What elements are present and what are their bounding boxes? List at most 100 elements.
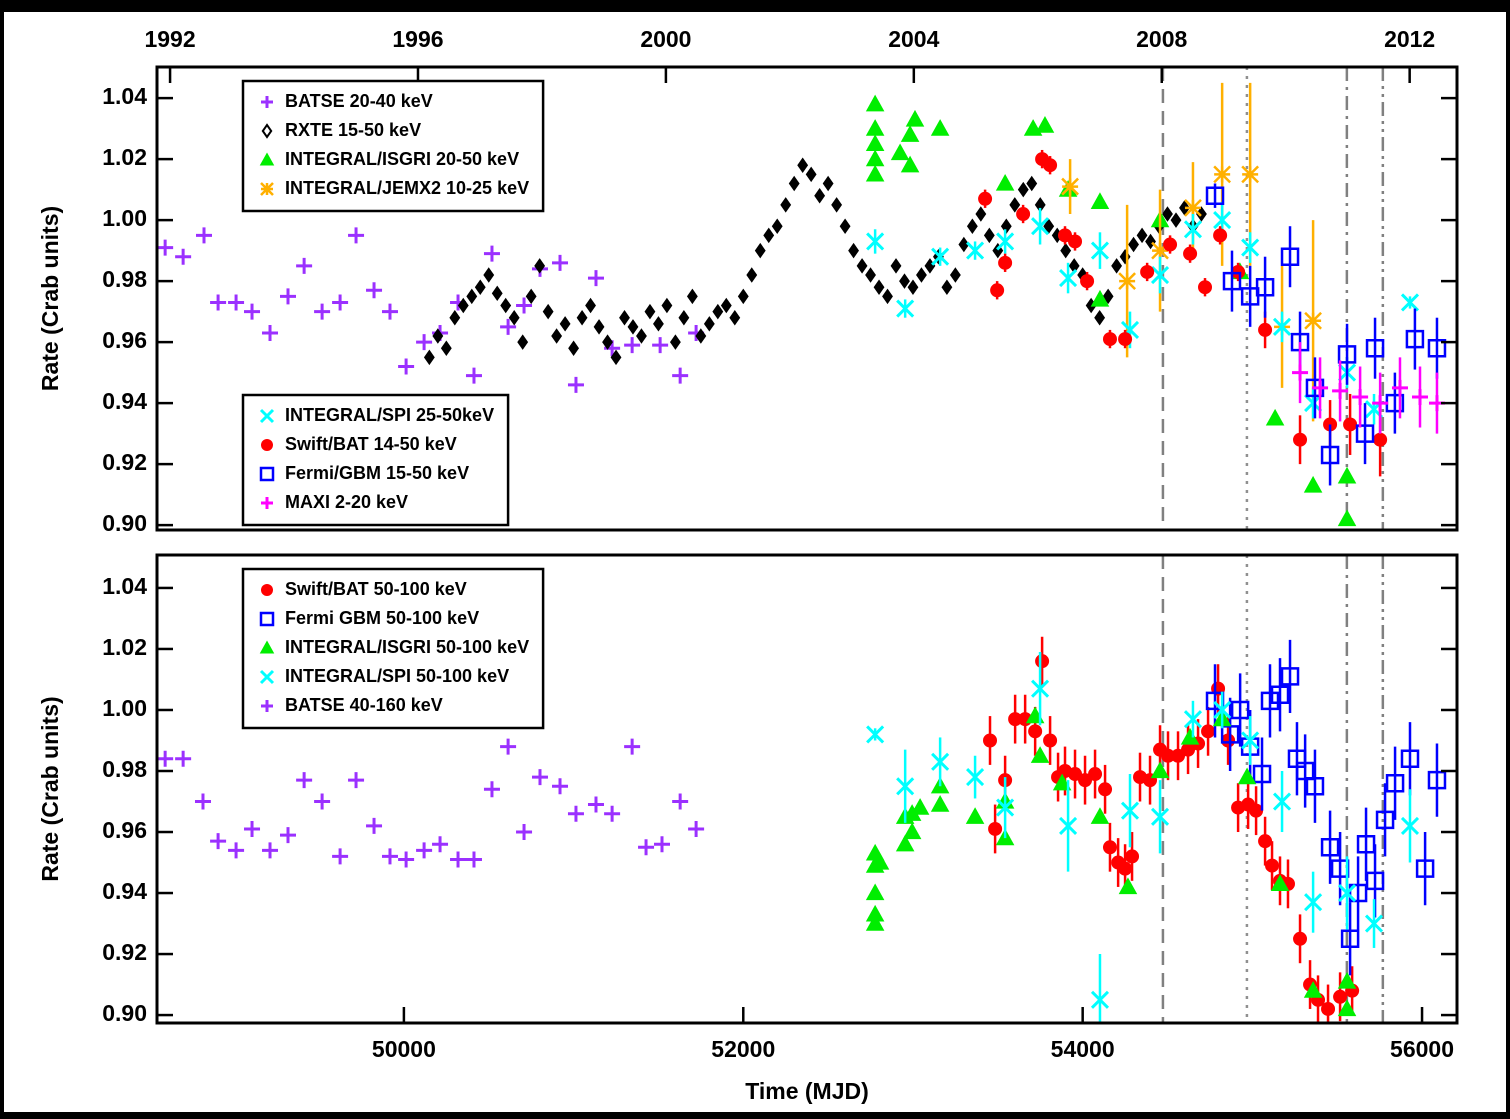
x-tick-label: 56000 (1390, 1036, 1454, 1062)
marker (542, 303, 554, 320)
marker (280, 288, 297, 305)
marker (831, 197, 843, 213)
marker (652, 337, 669, 354)
legend: INTEGRAL/SPI 25-50keV Swift/BAT 14-50 keV… (241, 393, 510, 527)
marker (517, 334, 529, 350)
marker (975, 206, 987, 222)
marker (1181, 742, 1196, 757)
marker (624, 738, 641, 755)
marker (1365, 338, 1385, 358)
marker (260, 182, 274, 196)
marker (1385, 393, 1405, 413)
marker (1222, 271, 1242, 291)
marker (1304, 311, 1322, 330)
marker (1151, 241, 1169, 260)
marker (587, 796, 604, 813)
marker (534, 258, 546, 274)
marker (1090, 192, 1110, 209)
marker (567, 805, 584, 822)
marker (1372, 395, 1389, 412)
marker (1205, 186, 1225, 205)
marker (780, 197, 792, 213)
legend-label: INTEGRAL/ISGRI 20-50 keV (285, 149, 519, 169)
marker (1332, 382, 1349, 399)
marker (1179, 200, 1190, 216)
marker (1150, 761, 1170, 779)
marker (1333, 989, 1348, 1004)
marker (1059, 816, 1078, 835)
marker (992, 242, 1004, 259)
marker (280, 827, 297, 844)
marker (1373, 432, 1388, 447)
marker (1060, 242, 1072, 259)
marker (432, 836, 449, 853)
marker (1061, 177, 1079, 196)
marker (805, 166, 817, 183)
x-tick-label: 54000 (1051, 1036, 1115, 1062)
marker (1150, 265, 1170, 285)
x2-tick-label: 2004 (888, 26, 939, 52)
marker (1258, 322, 1273, 337)
y-tick-label: 1.00 (102, 205, 147, 231)
marker (1150, 807, 1170, 826)
marker (669, 334, 681, 350)
x-tick-label: 52000 (711, 1036, 775, 1062)
marker (1252, 764, 1272, 784)
marker (1320, 445, 1340, 465)
marker (1125, 849, 1140, 864)
marker (1241, 731, 1260, 750)
marker (896, 299, 915, 318)
plot-frame (155, 553, 1459, 1025)
marker (348, 227, 365, 244)
legend-label: INTEGRAL/SPI 50-100 keV (285, 666, 509, 686)
marker (1305, 777, 1325, 796)
marker (1043, 158, 1058, 173)
marker (1270, 685, 1290, 704)
marker (1280, 667, 1300, 686)
legend-box (241, 567, 545, 730)
marker (882, 288, 893, 305)
marker (636, 328, 647, 344)
marker (604, 805, 621, 822)
marker (686, 288, 698, 305)
marker (516, 297, 533, 314)
marker (1270, 874, 1290, 892)
marker (1265, 408, 1285, 426)
marker (314, 793, 331, 810)
marker (763, 227, 775, 244)
marker (1090, 990, 1110, 1009)
marker (585, 297, 596, 314)
marker (983, 733, 998, 748)
marker (552, 254, 569, 271)
marker (398, 358, 415, 375)
marker (1035, 116, 1055, 133)
marker (895, 834, 915, 852)
marker (567, 376, 584, 393)
marker (619, 309, 630, 326)
marker (366, 282, 383, 299)
marker (1213, 165, 1232, 184)
marker (552, 778, 569, 795)
marker (483, 267, 495, 283)
marker (491, 285, 503, 302)
marker (1118, 272, 1137, 290)
marker (930, 795, 950, 812)
marker (1111, 258, 1123, 274)
marker (1090, 807, 1110, 824)
marker (366, 817, 383, 834)
marker (1043, 733, 1058, 748)
marker (712, 303, 724, 320)
marker (332, 848, 349, 865)
y-tick-label: 1.02 (102, 144, 147, 170)
marker (1220, 725, 1240, 744)
marker (1030, 746, 1050, 763)
background (4, 12, 1506, 1112)
marker (1043, 218, 1055, 234)
marker (1136, 227, 1148, 244)
marker (1120, 801, 1140, 820)
marker (788, 175, 800, 192)
y-axis-label: Rate (Crab units) (37, 206, 63, 391)
marker (873, 279, 885, 295)
marker (865, 164, 885, 182)
marker (983, 227, 995, 244)
